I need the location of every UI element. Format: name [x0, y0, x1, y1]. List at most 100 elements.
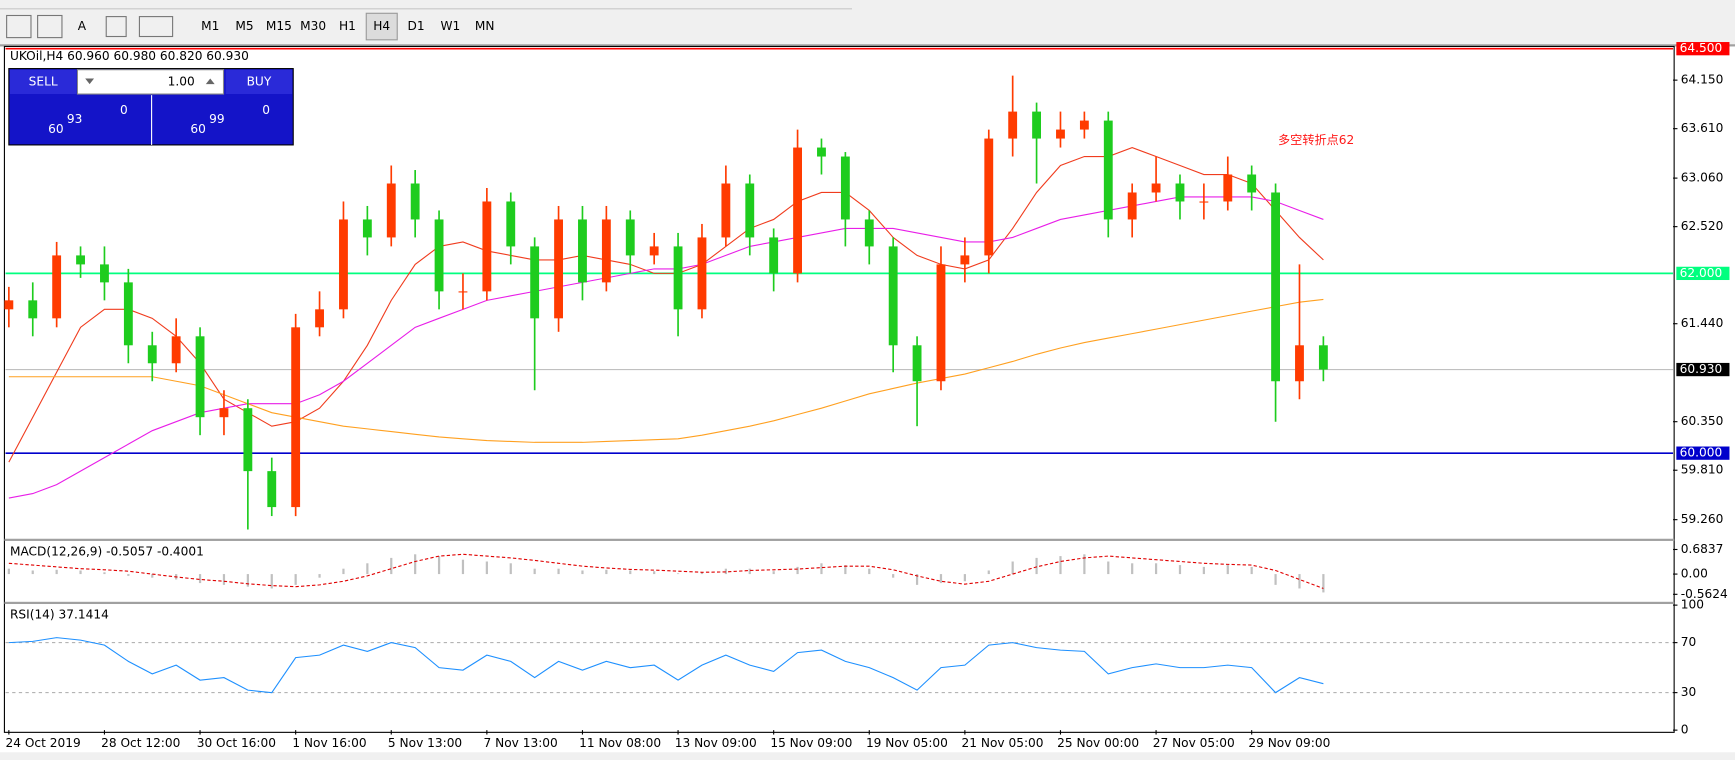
- y-tick-label: 0.00: [1681, 567, 1708, 581]
- candle-body: [793, 147, 802, 274]
- timeframe-button[interactable]: M5: [235, 19, 253, 33]
- candle-body: [817, 147, 826, 157]
- timeframe-button[interactable]: M30: [300, 19, 326, 33]
- candle-body: [1151, 183, 1161, 193]
- toolbar-icon[interactable]: [6, 14, 32, 39]
- candle-body: [1103, 120, 1113, 220]
- moving-average: [8, 298, 1324, 443]
- candle-body: [219, 408, 229, 418]
- panel-title: MACD(12,26,9) -0.5057 -0.4001: [10, 545, 204, 559]
- x-tick-label: 29 Nov 09:00: [1248, 736, 1330, 750]
- level-label-bg: [1676, 42, 1730, 56]
- candle-body: [888, 246, 898, 346]
- candle-body: [1223, 174, 1233, 202]
- rsi-line: [8, 637, 1324, 694]
- ask-big: 99: [209, 112, 224, 126]
- y-tick-label: 0.6837: [1681, 542, 1724, 556]
- candle-body: [76, 255, 85, 265]
- level-label: 62.000: [1680, 266, 1723, 280]
- timeframe-button[interactable]: W1: [440, 19, 460, 33]
- y-tick-label: 30: [1681, 685, 1696, 699]
- y-tick-label: 0: [1681, 723, 1689, 737]
- buy-label: BUY: [247, 74, 272, 88]
- status-strip: [0, 752, 1735, 760]
- panel-title: RSI(14) 37.1414: [10, 608, 109, 622]
- toolbar-icon[interactable]: [37, 14, 63, 39]
- annotation: 多空转折点62: [1278, 132, 1354, 147]
- level-label: 60.930: [1680, 362, 1723, 376]
- level-label-bg: [1676, 362, 1730, 377]
- frame: [0, 44, 1735, 47]
- candle-body: [100, 264, 109, 283]
- toolbar-icon[interactable]: [138, 16, 174, 38]
- candle-body: [1199, 201, 1209, 203]
- candle-body: [339, 219, 348, 310]
- candle-body: [362, 219, 372, 238]
- text-tool[interactable]: A: [78, 19, 87, 33]
- x-tick-label: 11 Nov 08:00: [579, 736, 661, 750]
- volume-value: 1.00: [168, 74, 195, 88]
- x-tick-label: 7 Nov 13:00: [484, 736, 558, 750]
- timeframe-button[interactable]: M15: [266, 19, 292, 33]
- timeframe-active: [365, 12, 398, 41]
- timeframe-button[interactable]: H1: [339, 19, 356, 33]
- candle-body: [697, 237, 707, 310]
- candle-body: [171, 336, 181, 364]
- buy-button[interactable]: [225, 69, 293, 95]
- x-tick-label: 15 Nov 09:00: [770, 736, 852, 750]
- y-tick-label: 59.810: [1681, 463, 1724, 477]
- panel-separator: [4, 601, 1675, 605]
- candle-body: [386, 183, 396, 238]
- candle-body: [147, 345, 157, 364]
- candle-body: [649, 246, 659, 256]
- sell-button[interactable]: [9, 69, 77, 95]
- timeframe-button[interactable]: H4: [373, 19, 390, 33]
- y-tick-label: 63.610: [1681, 121, 1724, 135]
- candle-body: [1247, 174, 1257, 193]
- candle-body: [769, 237, 779, 274]
- y-tick-label: 60.350: [1681, 414, 1724, 428]
- ask-prefix: 60: [190, 122, 205, 136]
- candle-body: [960, 255, 970, 265]
- x-tick-label: 24 Oct 2019: [6, 736, 81, 750]
- timeframe-button[interactable]: M1: [201, 19, 219, 33]
- candle-body: [864, 219, 874, 247]
- x-tick-label: 5 Nov 13:00: [388, 736, 462, 750]
- candle-body: [1127, 192, 1137, 220]
- candle-body: [243, 408, 253, 472]
- candle-body: [1271, 192, 1281, 382]
- candle-body: [458, 291, 468, 293]
- plot-frame: [3, 45, 1675, 733]
- x-tick-label: 30 Oct 16:00: [197, 736, 276, 750]
- candle-body: [625, 219, 635, 256]
- y-tick-label: 59.260: [1681, 512, 1724, 526]
- timeframe-button[interactable]: D1: [407, 19, 424, 33]
- bid-big: 93: [67, 112, 82, 126]
- volume-field[interactable]: [76, 69, 225, 95]
- sell-label: SELL: [29, 74, 58, 88]
- y-tick-label: 62.520: [1681, 219, 1724, 233]
- x-tick-label: 27 Nov 05:00: [1153, 736, 1235, 750]
- bid-prefix: 60: [48, 122, 63, 136]
- arrow-up: [205, 78, 215, 85]
- x-tick-label: 25 Nov 00:00: [1057, 736, 1139, 750]
- candle-body: [434, 219, 444, 292]
- candle-body: [267, 471, 277, 508]
- trade-panel: SELL 1.00 BUY 60 93 0 60 99 0: [8, 68, 294, 146]
- x-tick-label: 28 Oct 12:00: [101, 736, 180, 750]
- candle-body: [315, 309, 324, 328]
- level-label-bg: [1676, 266, 1730, 281]
- bid-sup: 0: [120, 103, 128, 117]
- candle-body: [530, 246, 540, 319]
- timeframe-button[interactable]: MN: [475, 19, 495, 33]
- ask-sup: 0: [262, 103, 270, 117]
- candle-body: [984, 138, 994, 256]
- candle-body: [123, 282, 133, 346]
- toolbar-icon[interactable]: [105, 16, 127, 38]
- candle-body: [936, 264, 946, 382]
- x-tick-label: 13 Nov 09:00: [675, 736, 757, 750]
- y-tick-label: 63.060: [1681, 171, 1724, 185]
- candle-body: [601, 219, 611, 283]
